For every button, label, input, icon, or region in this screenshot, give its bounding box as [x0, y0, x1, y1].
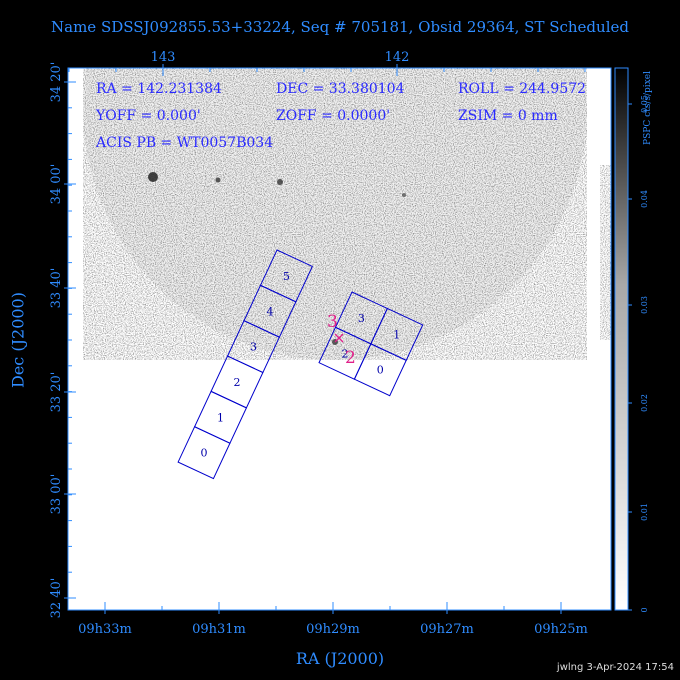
acis-s-chip-label: 0 [201, 447, 208, 460]
y-tick-label: 33 40' [49, 268, 64, 309]
y-tick-label: 34 00' [49, 164, 64, 205]
y-axis-label: Dec (J2000) [8, 292, 28, 388]
credit-stamp: jwlng 3-Apr-2024 17:54 [556, 662, 674, 673]
acis-s-chip-label: 4 [266, 305, 273, 318]
x-tick-label-top: 142 [385, 50, 410, 65]
colorbar-tick-label: 0.05 [640, 95, 649, 113]
info-ra: RA = 142.231384 [96, 81, 222, 97]
x-tick-label-bottom: 09h29m [306, 622, 360, 637]
plot-title: Name SDSSJ092855.53+33224, Seq # 705181,… [51, 18, 629, 36]
y-tick-label: 33 00' [49, 474, 64, 515]
colorbar-tick-label: 0.01 [640, 503, 649, 521]
x-tick-label-top: 143 [151, 50, 176, 65]
source-blob [215, 177, 221, 183]
x-axis-label: RA (J2000) [295, 649, 385, 668]
y-tick-label: 34 20' [49, 62, 64, 103]
plot-frame [67, 67, 612, 611]
target-marker [334, 333, 344, 343]
acis-s-chip-label: 2 [233, 376, 240, 389]
info-dec: DEC = 33.380104 [276, 81, 405, 97]
acis-s-chip-label: 3 [250, 341, 257, 354]
acis-s-chip-label: 1 [217, 411, 224, 424]
colorbar-frame [614, 67, 629, 611]
info-roll: ROLL = 244.9572 [458, 81, 587, 97]
colorbar [615, 68, 628, 610]
colorbar-tick-label: 0.04 [640, 190, 649, 208]
marker-label-3: 3 [327, 312, 338, 332]
acis-i-chip-label: 3 [358, 312, 365, 325]
colorbar-tick-label: 0 [640, 607, 649, 612]
x-tick-label-bottom: 09h31m [192, 622, 246, 637]
acis-i-chip [353, 343, 407, 397]
x-tick-label-bottom: 09h27m [420, 622, 474, 637]
acis-s-chip-label: 5 [283, 270, 290, 283]
info-zsim: ZSIM = 0 mm [458, 108, 558, 124]
source-blob [402, 193, 406, 197]
marker-label-2: 2 [345, 348, 356, 368]
y-tick-label: 32 40' [49, 578, 64, 619]
acis-i-chip-label: 1 [393, 328, 400, 341]
acis-i-chip-label: 0 [377, 364, 384, 377]
colorbar-tick-label: 0.02 [640, 394, 649, 412]
x-tick-label-bottom: 09h25m [534, 622, 588, 637]
x-tick-label-bottom: 09h33m [78, 622, 132, 637]
source-blob [277, 179, 283, 185]
source-blob [148, 172, 158, 182]
pspc-noise [83, 68, 587, 360]
info-yoff: YOFF = 0.000' [96, 108, 201, 124]
colorbar-tick-label: 0.03 [640, 296, 649, 314]
y-tick-label: 33 20' [49, 372, 64, 413]
acis-s-chip [177, 426, 231, 480]
adjacent-field-edge [600, 165, 611, 340]
acis-i-chip-label: 2 [341, 347, 348, 360]
colorbar-label: PSPC cts/s/pixel [643, 71, 653, 145]
info-acis: ACIS PB = WT0057B034 [96, 135, 274, 151]
info-zoff: ZOFF = 0.0000' [276, 108, 391, 124]
